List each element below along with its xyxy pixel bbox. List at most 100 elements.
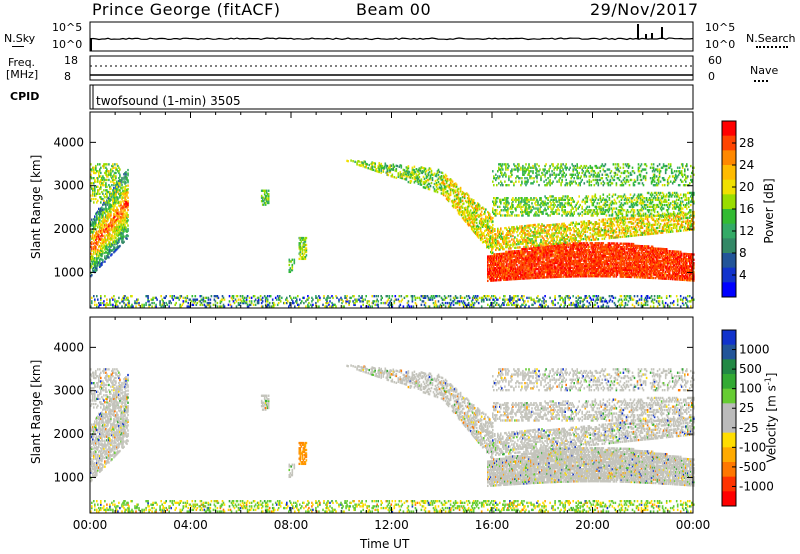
heatmap-cell — [95, 262, 97, 266]
heatmap-cell — [577, 254, 579, 257]
heatmap-cell — [97, 170, 99, 173]
heatmap-cell — [515, 262, 517, 265]
heatmap-cell — [541, 271, 543, 274]
heatmap-cell — [542, 262, 544, 265]
heatmap-cell — [565, 251, 567, 254]
heatmap-cell — [489, 235, 491, 239]
heatmap-cell — [582, 263, 584, 266]
heatmap-cell — [109, 251, 111, 255]
heatmap-cell — [364, 160, 366, 164]
heatmap-cell — [454, 189, 457, 192]
heatmap-cell — [676, 257, 679, 260]
heatmap-cell — [112, 166, 114, 169]
heatmap-cell — [567, 263, 569, 266]
heatmap-cell — [120, 193, 122, 196]
heatmap-cell — [684, 270, 686, 273]
heatmap-cell — [452, 202, 455, 205]
heatmap-cell — [423, 186, 426, 189]
heatmap-cell — [559, 263, 561, 266]
heatmap-cell — [119, 220, 121, 223]
heatmap-cell — [493, 277, 495, 280]
heatmap-cell — [661, 258, 664, 261]
heatmap-cell — [658, 275, 661, 278]
heatmap-cell — [120, 202, 122, 205]
heatmap-cell — [616, 249, 619, 252]
heatmap-cell — [413, 165, 416, 168]
heatmap-cell — [666, 253, 669, 256]
heatmap-cell — [653, 254, 656, 257]
heatmap-cell — [492, 230, 494, 234]
heatmap-cell — [566, 251, 568, 254]
heatmap-cell — [524, 249, 526, 252]
heatmap-cell — [510, 273, 512, 276]
heatmap-cell — [106, 173, 108, 176]
heatmap-cell — [565, 252, 567, 256]
heatmap-cell — [452, 183, 455, 186]
heatmap-cell — [531, 250, 533, 254]
heatmap-cell — [90, 194, 92, 197]
heatmap-cell — [481, 232, 484, 235]
heatmap-cell — [663, 260, 666, 263]
heatmap-cell — [538, 276, 540, 279]
heatmap-cell — [559, 268, 561, 272]
heatmap-cell — [427, 186, 430, 189]
heatmap-cell — [661, 265, 664, 268]
heatmap-cell — [115, 219, 117, 222]
heatmap-cell — [104, 171, 106, 175]
heatmap-cell — [559, 258, 561, 261]
heatmap-cell — [690, 277, 692, 280]
heatmap-cell — [489, 213, 491, 216]
heatmap-cell — [577, 259, 579, 262]
heatmap-cell — [491, 226, 493, 229]
heatmap-cell — [500, 266, 502, 270]
heatmap-cell — [514, 262, 516, 265]
heatmap-cell — [499, 275, 501, 278]
heatmap-cell — [416, 178, 419, 182]
heatmap-cell — [571, 245, 573, 249]
heatmap-cell — [565, 254, 567, 257]
heatmap-cell — [511, 267, 513, 271]
heatmap-cell — [558, 254, 560, 258]
heatmap-cell — [118, 225, 120, 228]
heatmap-cell — [538, 273, 540, 276]
heatmap-cell — [416, 180, 419, 183]
heatmap-cell — [500, 258, 502, 261]
heatmap-cell — [93, 218, 95, 221]
heatmap-cell — [496, 254, 498, 258]
heatmap-cell — [508, 269, 510, 272]
heatmap-cell — [98, 249, 100, 252]
heatmap-cell — [498, 275, 500, 278]
heatmap-cell — [100, 231, 102, 235]
heatmap-cell — [125, 195, 127, 198]
heatmap-cell — [672, 264, 675, 267]
heatmap-cell — [575, 264, 577, 268]
heatmap-cell — [125, 205, 127, 209]
heatmap-cell — [109, 187, 111, 190]
heatmap-cell — [624, 251, 627, 254]
heatmap-cell — [681, 275, 684, 278]
heatmap-cell — [588, 266, 591, 269]
heatmap-cell — [487, 257, 489, 260]
heatmap-cell — [627, 242, 630, 246]
heatmap-cell — [593, 264, 596, 267]
heatmap-cell — [550, 265, 552, 268]
heatmap-cell — [492, 263, 494, 267]
heatmap-cell — [121, 208, 123, 211]
heatmap-cell — [102, 212, 104, 215]
heatmap-cell — [96, 235, 98, 239]
heatmap-cell — [510, 260, 512, 264]
heatmap-cell — [127, 184, 129, 187]
heatmap-cell — [513, 269, 515, 272]
heatmap-cell — [644, 276, 647, 279]
heatmap-cell — [413, 181, 416, 184]
heatmap-cell — [461, 213, 464, 216]
heatmap-cell — [502, 275, 504, 278]
heatmap-cell — [100, 242, 102, 245]
heatmap-cell — [504, 273, 506, 276]
heatmap-cell — [621, 258, 624, 261]
heatmap-cell — [118, 214, 120, 218]
sky-panel-frame — [89, 21, 694, 52]
heatmap-cell — [627, 275, 630, 279]
heatmap-cell — [575, 270, 577, 273]
heatmap-cell — [517, 258, 519, 261]
